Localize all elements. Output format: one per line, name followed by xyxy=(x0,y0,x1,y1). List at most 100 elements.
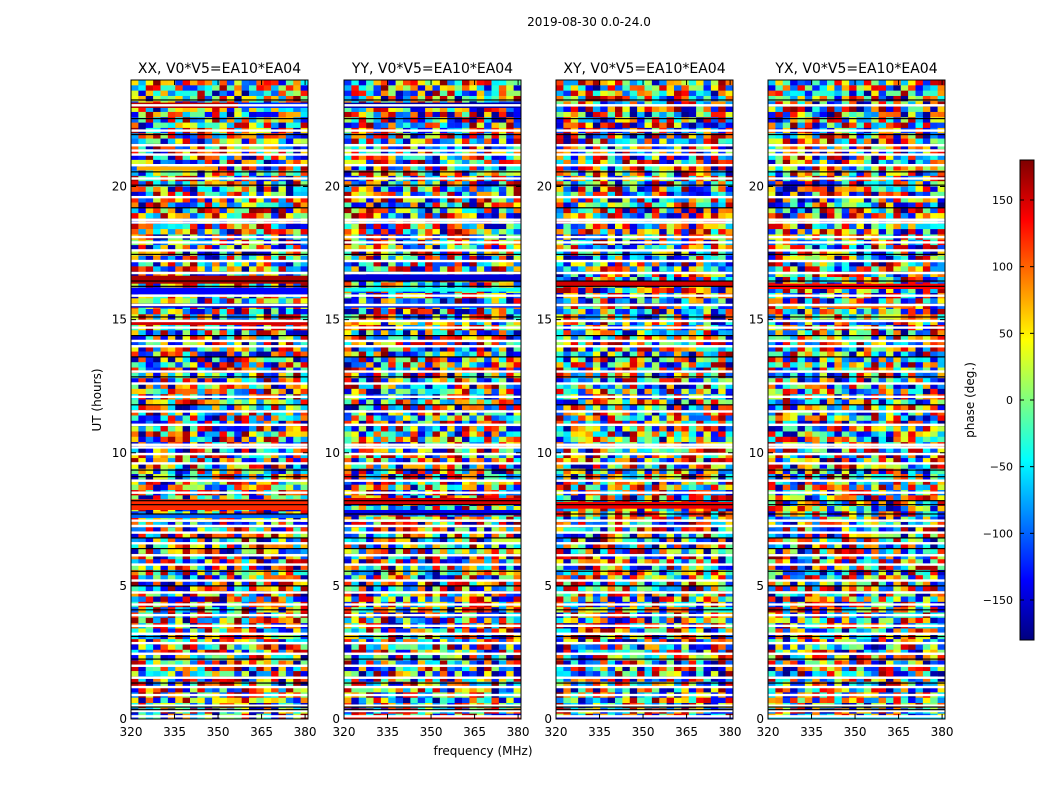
phase-cell xyxy=(234,378,242,384)
phase-cell xyxy=(153,580,161,587)
phase-cell xyxy=(300,537,308,544)
phase-cell xyxy=(432,484,441,491)
phase-cell xyxy=(175,122,183,129)
phase-cell xyxy=(153,308,161,315)
phase-cell xyxy=(462,340,470,347)
phase-cell xyxy=(506,223,514,230)
phase-cell xyxy=(256,399,265,406)
gap-row xyxy=(131,404,308,406)
phase-cell xyxy=(263,591,272,597)
phase-cell xyxy=(344,117,352,123)
phase-cell xyxy=(491,378,500,384)
phase-cell xyxy=(249,111,257,118)
phase-cell xyxy=(271,165,279,171)
phase-cell xyxy=(410,415,419,422)
flagged-row xyxy=(131,345,308,348)
phase-cell xyxy=(226,330,235,336)
phase-cell xyxy=(403,159,411,166)
phase-cell xyxy=(454,149,463,155)
phase-cell xyxy=(358,479,367,486)
phase-cell xyxy=(249,676,257,683)
phase-cell xyxy=(197,617,206,624)
phase-cell xyxy=(380,362,389,368)
phase-cell xyxy=(263,80,272,86)
phase-cell xyxy=(263,644,272,651)
phase-cell xyxy=(234,388,242,395)
phase-cell xyxy=(197,575,206,581)
phase-cell xyxy=(278,426,287,432)
phase-cell xyxy=(344,245,352,251)
phase-cell xyxy=(197,335,206,342)
phase-cell xyxy=(145,687,154,693)
phase-cell xyxy=(175,80,183,86)
phase-cell xyxy=(249,527,257,533)
phase-cell xyxy=(145,245,154,251)
phase-cell xyxy=(234,404,242,411)
phase-cell xyxy=(241,404,250,411)
phase-cell xyxy=(285,143,294,150)
phase-cell xyxy=(432,452,441,459)
phase-cell xyxy=(344,165,352,171)
phase-cell xyxy=(439,372,448,379)
phase-cell xyxy=(462,255,470,262)
phase-cell xyxy=(256,687,265,693)
phase-cell xyxy=(300,85,308,91)
phase-cell xyxy=(241,671,250,677)
phase-cell xyxy=(447,133,455,139)
phase-cell xyxy=(212,564,220,571)
phase-cell xyxy=(226,245,235,251)
gap-row xyxy=(131,682,308,684)
phase-cell xyxy=(131,340,139,347)
phase-cell xyxy=(469,138,478,145)
phase-cell xyxy=(351,479,360,486)
phase-cell xyxy=(506,186,514,193)
phase-cell xyxy=(204,484,213,491)
phase-cell xyxy=(388,138,396,145)
phase-cell xyxy=(403,410,411,416)
phase-cell xyxy=(491,383,500,390)
phase-cell xyxy=(249,271,257,278)
phase-cell xyxy=(454,356,463,363)
phase-cell xyxy=(432,308,441,315)
phase-cell xyxy=(462,356,470,363)
phase-cell xyxy=(476,170,485,177)
phase-cell xyxy=(249,122,257,129)
phase-cell xyxy=(425,202,433,209)
phase-cell xyxy=(263,282,272,288)
phase-cell xyxy=(160,559,169,565)
phase-cell xyxy=(417,506,426,512)
phase-cell xyxy=(197,149,206,155)
phase-cell xyxy=(513,95,521,102)
phase-cell xyxy=(484,117,492,123)
phase-cell xyxy=(432,191,441,198)
phase-cell xyxy=(197,431,206,438)
phase-cell xyxy=(160,452,169,459)
phase-cell xyxy=(476,426,485,432)
phase-cell xyxy=(234,154,242,161)
phase-cell xyxy=(300,245,308,251)
phase-cell xyxy=(271,479,279,486)
phase-cell xyxy=(263,245,272,251)
phase-cell xyxy=(182,426,191,432)
phase-cell xyxy=(351,340,360,347)
phase-cell xyxy=(212,655,220,661)
phase-cell xyxy=(403,143,411,150)
phase-cell xyxy=(219,527,228,533)
phase-cell xyxy=(190,271,198,278)
phase-cell xyxy=(182,681,191,688)
phase-cell xyxy=(226,250,235,257)
phase-cell xyxy=(358,463,367,470)
phase-cell xyxy=(131,90,139,97)
phase-cell xyxy=(484,351,492,358)
phase-cell xyxy=(469,149,478,155)
phase-cell xyxy=(366,181,374,187)
phase-cell xyxy=(344,143,352,150)
phase-cell xyxy=(366,213,374,219)
phase-cell xyxy=(395,143,404,150)
phase-cell xyxy=(403,122,411,129)
phase-cell xyxy=(175,404,183,411)
phase-cell xyxy=(256,617,265,624)
phase-cell xyxy=(175,463,183,470)
phase-cell xyxy=(425,463,433,470)
phase-cell xyxy=(491,298,500,304)
